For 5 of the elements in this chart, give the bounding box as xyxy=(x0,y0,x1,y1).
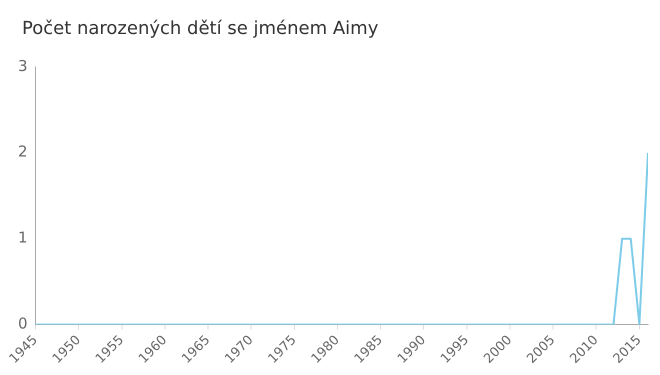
y-tick-label: 1 xyxy=(18,228,28,247)
y-tick-label: 2 xyxy=(18,142,28,161)
y-tick-label: 3 xyxy=(18,56,28,75)
y-tick-label: 0 xyxy=(18,314,28,332)
chart-title: Počet narozených dětí se jménem Aimy xyxy=(22,18,378,39)
